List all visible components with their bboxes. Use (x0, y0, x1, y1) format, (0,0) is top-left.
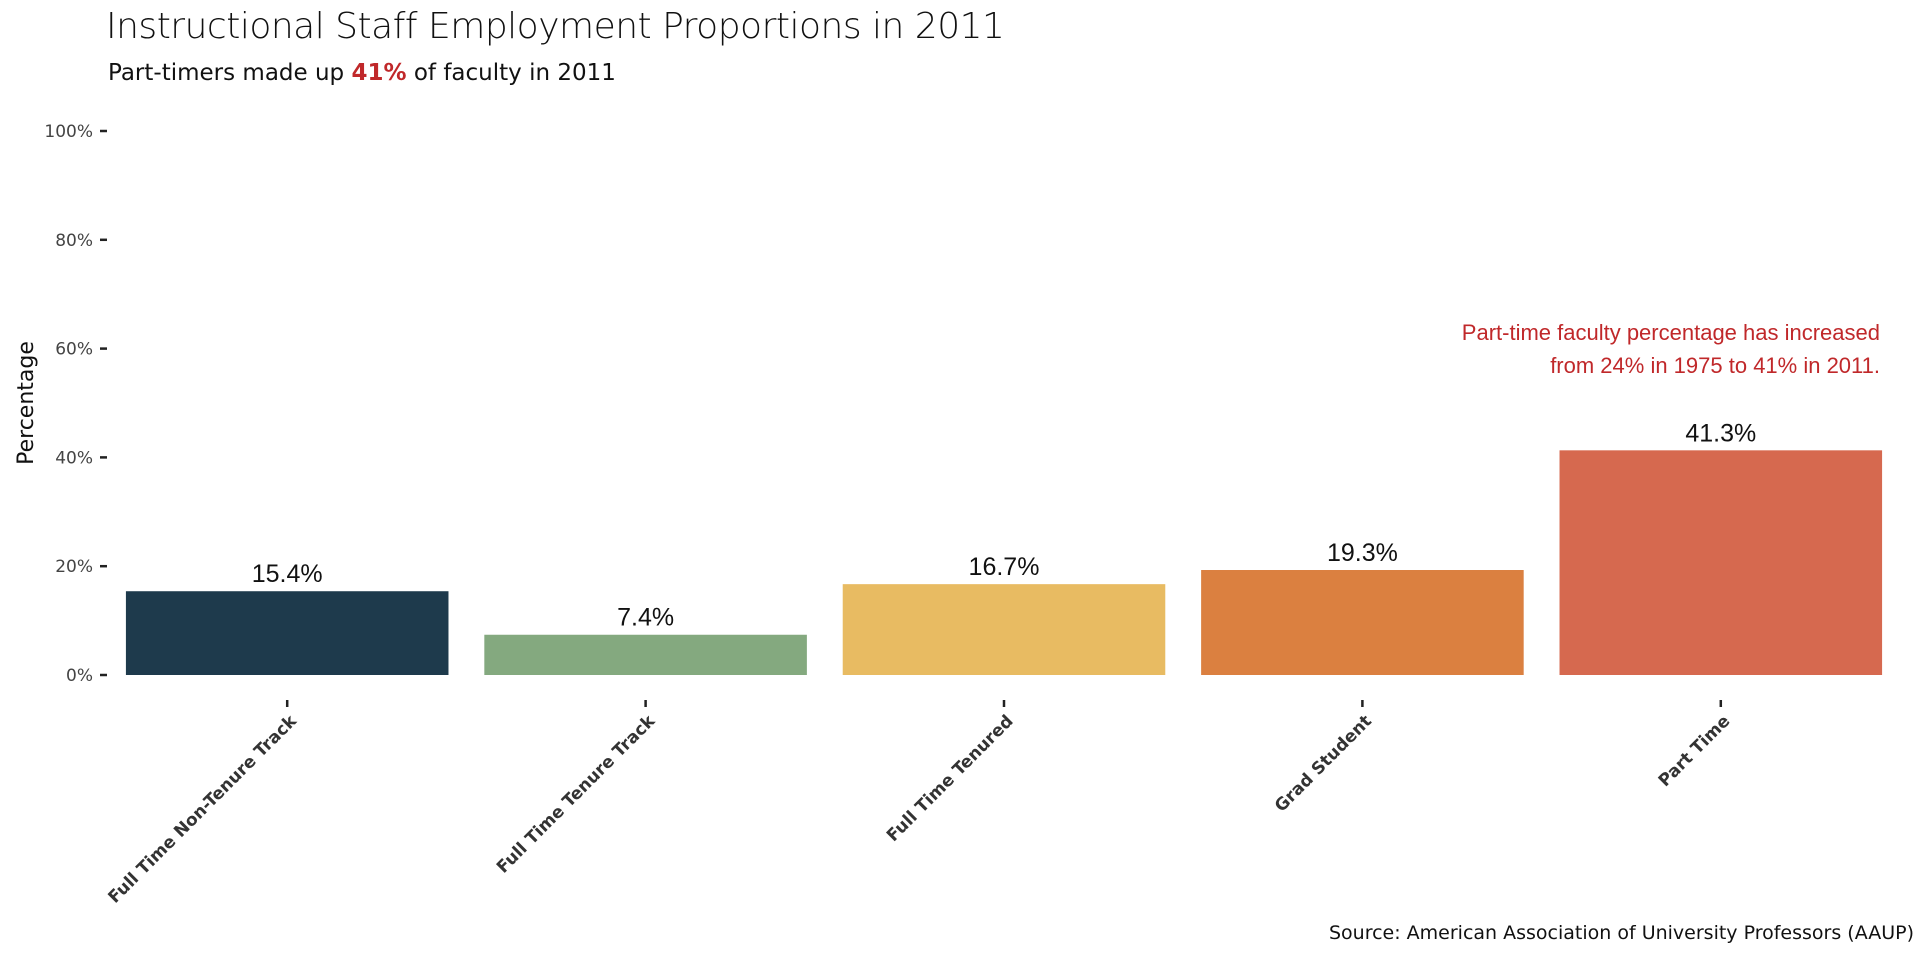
x-tick-label: Part Time (1655, 711, 1735, 791)
bar-value-label: 7.4% (617, 604, 674, 632)
bar (1201, 570, 1524, 675)
annotation-line: from 24% in 1975 to 41% in 2011. (1550, 353, 1880, 378)
bars-group: 15.4% 7.4% 16.7% 19.3% 41.3% (125, 419, 1883, 675)
x-axis: Full Time Non-Tenure Track Full Time Tenu… (105, 700, 1735, 908)
x-tick-label: Grad Student (1271, 711, 1376, 816)
x-tick-label: Full Time Tenure Track (493, 711, 660, 878)
y-tick-label: 20% (55, 557, 93, 577)
chart-title: Instructional Staff Employment Proportio… (106, 6, 1005, 47)
y-tick-label: 40% (55, 448, 93, 468)
annotation-line: Part-time faculty percentage has increas… (1462, 320, 1880, 345)
bar-value-label: 15.4% (252, 560, 323, 588)
x-tick-label: Full Time Tenured (883, 711, 1017, 845)
subtitle-suffix: of faculty in 2011 (406, 60, 616, 86)
bar (842, 584, 1166, 675)
subtitle-prefix: Part-timers made up (108, 60, 352, 86)
bar-value-label: 41.3% (1685, 419, 1756, 447)
bar-value-label: 16.7% (969, 553, 1040, 581)
annotation: Part-time faculty percentage has increas… (1462, 320, 1880, 378)
y-tick-label: 100% (44, 122, 93, 142)
y-tick-label: 60% (55, 340, 93, 360)
source-note: Source: American Association of Universi… (1328, 922, 1914, 944)
chart-subtitle: Part-timers made up 41% of faculty in 20… (108, 60, 616, 86)
subtitle-highlight: 41% (351, 60, 407, 86)
bar-value-label: 19.3% (1327, 539, 1398, 567)
bar (125, 591, 449, 675)
y-axis: 0% 20% 40% 60% 80% 100% (44, 122, 107, 686)
bar (1559, 450, 1883, 675)
y-tick-label: 0% (66, 666, 93, 686)
y-tick-label: 80% (55, 231, 93, 251)
y-axis-label: Percentage (14, 341, 39, 465)
bar (484, 634, 807, 675)
x-tick-label: Full Time Non-Tenure Track (105, 711, 302, 908)
